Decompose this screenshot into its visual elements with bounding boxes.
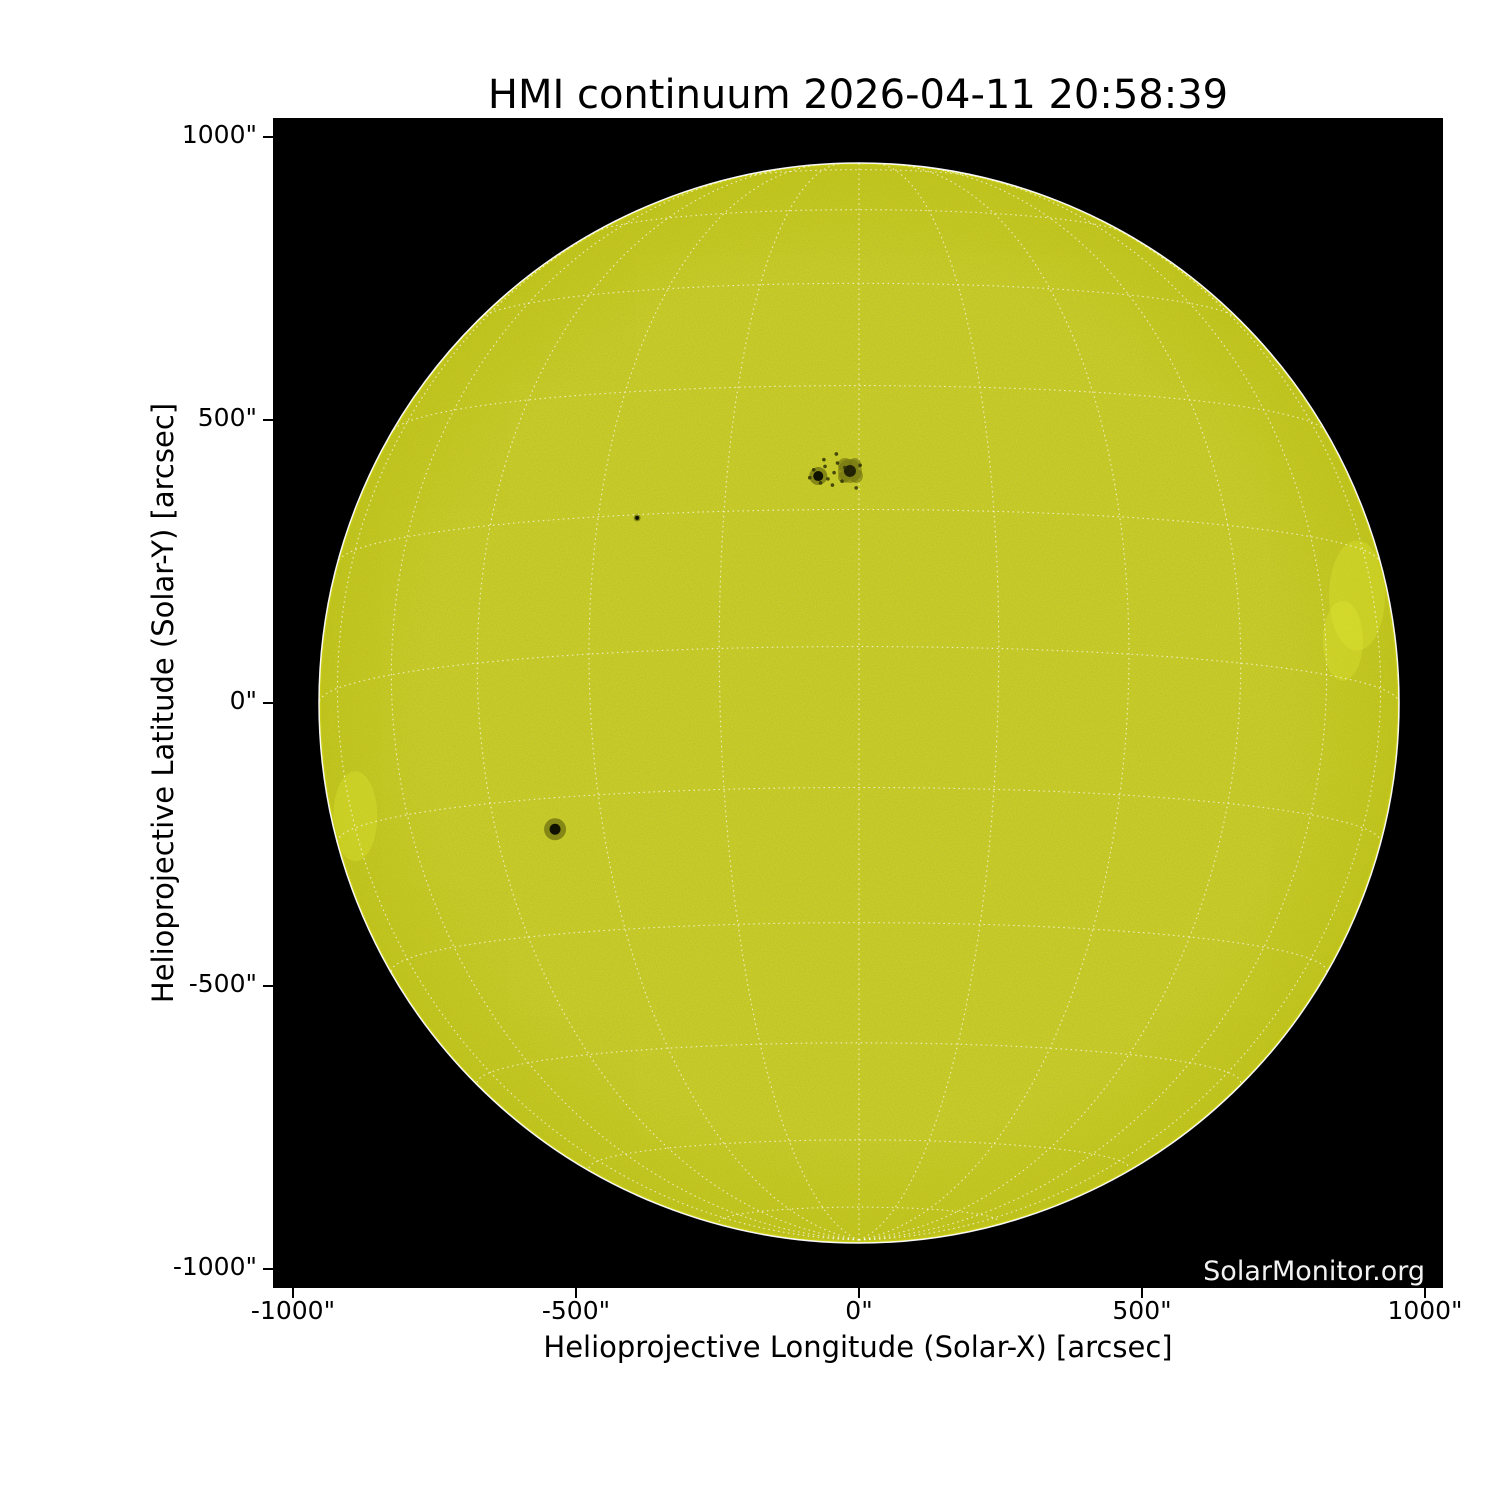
- grid-line: [588, 1139, 1130, 1169]
- x-tick-label: -500": [541, 1296, 611, 1325]
- sunspot-speck: [822, 457, 826, 462]
- faculae-patches: [333, 540, 1386, 862]
- solar-disk-image: SolarMonitor.org: [273, 118, 1443, 1288]
- y-tick-label: 0": [229, 686, 257, 715]
- grid-line: [393, 385, 1325, 430]
- sunspot-speck: [835, 461, 840, 465]
- grid-line: [858, 163, 1130, 1241]
- solar-limb-outline: [318, 162, 1400, 1244]
- sunspot-speck: [832, 470, 836, 475]
- sunspot-speck: [826, 477, 830, 481]
- grid-line: [735, 169, 983, 178]
- x-tick-mark: [1424, 1288, 1426, 1298]
- x-tick-mark: [1141, 1288, 1143, 1298]
- grid-line: [336, 213, 860, 1241]
- sunspot-speck: [830, 483, 835, 487]
- grid-line: [338, 508, 1380, 561]
- y-tick-mark: [263, 702, 273, 704]
- x-tick-mark: [858, 1288, 860, 1298]
- sunspot-core: [843, 464, 856, 477]
- y-tick-label: -1000": [172, 1252, 257, 1281]
- solarmonitor-watermark: SolarMonitor.org: [1203, 1256, 1425, 1287]
- sunspot-speck: [807, 475, 812, 480]
- y-tick-label: 1000": [181, 120, 257, 149]
- sunspot-speck: [811, 468, 816, 472]
- y-tick-mark: [263, 419, 273, 421]
- sunspot-core: [549, 823, 561, 835]
- y-tick-label: -500": [188, 969, 257, 998]
- x-axis-label: Helioprojective Longitude (Solar-X) [arc…: [543, 1330, 1173, 1364]
- x-tick-label: 500": [1112, 1296, 1172, 1325]
- x-tick-mark: [575, 1288, 577, 1298]
- x-tick-label: 1000": [1387, 1296, 1463, 1325]
- sunspot-speck: [823, 464, 827, 469]
- grid-line: [858, 163, 1000, 1241]
- sunspot-speck: [843, 465, 847, 470]
- x-tick-label: -1000": [250, 1296, 336, 1325]
- sunspot-speck: [834, 452, 839, 456]
- faculae-patch: [333, 771, 378, 862]
- faculae-patch: [1322, 600, 1363, 681]
- y-tick-mark: [263, 985, 273, 987]
- sunspot-speck: [854, 486, 858, 490]
- grid-line: [858, 213, 1382, 1241]
- faculae-patch: [1329, 540, 1386, 651]
- figure-title: HMI continuum 2026-04-11 20:58:39: [487, 72, 1229, 118]
- grid-line: [480, 282, 1238, 319]
- sunspots: [544, 452, 863, 841]
- sunspot-core: [813, 471, 824, 482]
- sunspot-speck: [840, 479, 844, 483]
- sunspot-speck: [858, 463, 862, 468]
- y-tick-label: 500": [197, 403, 257, 432]
- grid-line: [390, 922, 1328, 972]
- grid-line: [718, 1206, 1000, 1222]
- heliographic-grid: [318, 163, 1400, 1241]
- x-tick-mark: [292, 1288, 294, 1298]
- grid-line: [336, 786, 1382, 843]
- x-tick-label: 0": [845, 1296, 873, 1325]
- y-tick-mark: [263, 136, 273, 138]
- sunspot-core: [635, 515, 640, 520]
- grid-line: [718, 163, 860, 1241]
- y-tick-mark: [263, 1268, 273, 1270]
- sunspot-speck: [818, 481, 823, 485]
- photosphere-texture: [321, 165, 1397, 1241]
- grid-line: [588, 163, 860, 1241]
- plot-area: SolarMonitor.org: [273, 118, 1443, 1288]
